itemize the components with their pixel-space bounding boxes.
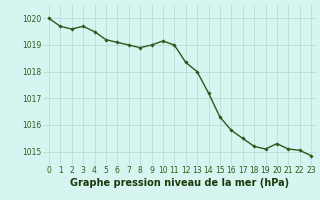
X-axis label: Graphe pression niveau de la mer (hPa): Graphe pression niveau de la mer (hPa) (70, 178, 290, 188)
